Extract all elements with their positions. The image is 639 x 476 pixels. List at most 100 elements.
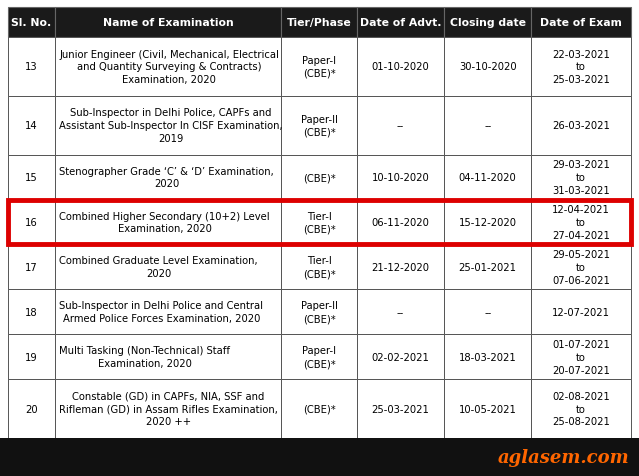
Bar: [531, 379, 631, 438]
Text: Combined Higher Secondary (10+2) Level
Examination, 2020: Combined Higher Secondary (10+2) Level E…: [59, 211, 270, 234]
Text: 12-04-2021
to
27-04-2021: 12-04-2021 to 27-04-2021: [552, 205, 610, 240]
Text: 26-03-2021: 26-03-2021: [552, 121, 610, 131]
Text: Sub-Inspector in Delhi Police and Central
Armed Police Forces Examination, 2020: Sub-Inspector in Delhi Police and Centra…: [59, 301, 263, 324]
Text: 16: 16: [25, 218, 38, 228]
Text: Paper-II
(CBE)*: Paper-II (CBE)*: [301, 301, 337, 324]
Bar: [55, 290, 281, 335]
Bar: [55, 8, 281, 38]
Text: 17: 17: [25, 262, 38, 272]
Bar: [531, 290, 631, 335]
Text: Tier-I
(CBE)*: Tier-I (CBE)*: [303, 256, 335, 278]
Bar: [531, 335, 631, 379]
Bar: [444, 335, 531, 379]
Text: Paper-I
(CBE)*: Paper-I (CBE)*: [302, 346, 336, 368]
Bar: [281, 97, 357, 155]
Bar: [357, 155, 444, 200]
Text: Multi Tasking (Non-Technical) Staff
Examination, 2020: Multi Tasking (Non-Technical) Staff Exam…: [59, 346, 230, 368]
Text: Date of Advt.: Date of Advt.: [360, 18, 442, 28]
Bar: [444, 379, 531, 438]
Text: 15: 15: [25, 173, 38, 183]
Text: 01-10-2020: 01-10-2020: [372, 62, 429, 72]
Text: --: --: [484, 307, 491, 317]
Text: 30-10-2020: 30-10-2020: [459, 62, 516, 72]
Text: 15-12-2020: 15-12-2020: [459, 218, 517, 228]
Text: Name of Examination: Name of Examination: [103, 18, 234, 28]
Text: 12-07-2021: 12-07-2021: [552, 307, 610, 317]
Text: Combined Graduate Level Examination,
2020: Combined Graduate Level Examination, 202…: [59, 256, 258, 278]
Text: Closing date: Closing date: [450, 18, 526, 28]
Bar: [444, 200, 531, 245]
Text: 18: 18: [26, 307, 38, 317]
Bar: [357, 245, 444, 290]
Bar: [357, 335, 444, 379]
Text: 10-05-2021: 10-05-2021: [459, 404, 517, 414]
Text: (CBE)*: (CBE)*: [303, 404, 335, 414]
Bar: [444, 290, 531, 335]
Bar: [55, 155, 281, 200]
Bar: [281, 245, 357, 290]
Bar: [55, 38, 281, 97]
Text: --: --: [397, 307, 404, 317]
Text: 19: 19: [25, 352, 38, 362]
Bar: [357, 97, 444, 155]
Bar: [531, 155, 631, 200]
Bar: [55, 335, 281, 379]
Bar: [444, 245, 531, 290]
Bar: [55, 245, 281, 290]
Bar: [8, 200, 631, 245]
Bar: [8, 290, 55, 335]
Bar: [531, 200, 631, 245]
Bar: [531, 38, 631, 97]
Bar: [281, 38, 357, 97]
Bar: [0, 438, 639, 476]
Bar: [357, 38, 444, 97]
Bar: [444, 155, 531, 200]
Text: Paper-I
(CBE)*: Paper-I (CBE)*: [302, 56, 336, 79]
Text: 06-11-2020: 06-11-2020: [371, 218, 429, 228]
Bar: [55, 97, 281, 155]
Bar: [8, 245, 55, 290]
Bar: [281, 290, 357, 335]
Text: 29-05-2021
to
07-06-2021: 29-05-2021 to 07-06-2021: [552, 249, 610, 285]
Text: 21-12-2020: 21-12-2020: [371, 262, 429, 272]
Bar: [357, 379, 444, 438]
Bar: [8, 8, 55, 38]
Text: Date of Exam: Date of Exam: [540, 18, 622, 28]
Bar: [281, 379, 357, 438]
Bar: [281, 335, 357, 379]
Text: 10-10-2020: 10-10-2020: [372, 173, 429, 183]
Bar: [8, 97, 55, 155]
Text: aglasem.com: aglasem.com: [497, 448, 629, 466]
Bar: [8, 38, 55, 97]
Bar: [444, 97, 531, 155]
Text: 02-02-2021: 02-02-2021: [371, 352, 429, 362]
Bar: [8, 200, 55, 245]
Text: --: --: [397, 121, 404, 131]
Text: 14: 14: [26, 121, 38, 131]
Text: 01-07-2021
to
20-07-2021: 01-07-2021 to 20-07-2021: [552, 339, 610, 375]
Bar: [8, 155, 55, 200]
Text: Paper-II
(CBE)*: Paper-II (CBE)*: [301, 115, 337, 137]
Text: 25-03-2021: 25-03-2021: [371, 404, 429, 414]
Text: Sl. No.: Sl. No.: [12, 18, 52, 28]
Bar: [8, 379, 55, 438]
Text: 29-03-2021
to
31-03-2021: 29-03-2021 to 31-03-2021: [552, 160, 610, 196]
Bar: [444, 8, 531, 38]
Bar: [55, 379, 281, 438]
Bar: [281, 200, 357, 245]
Text: Junior Engineer (Civil, Mechanical, Electrical
and Quantity Surveying & Contract: Junior Engineer (Civil, Mechanical, Elec…: [59, 50, 279, 85]
Bar: [357, 8, 444, 38]
Bar: [531, 245, 631, 290]
Bar: [531, 97, 631, 155]
Text: (CBE)*: (CBE)*: [303, 173, 335, 183]
Bar: [444, 38, 531, 97]
Text: Tier/Phase: Tier/Phase: [287, 18, 351, 28]
Text: 22-03-2021
to
25-03-2021: 22-03-2021 to 25-03-2021: [552, 50, 610, 85]
Text: 25-01-2021: 25-01-2021: [459, 262, 517, 272]
Bar: [8, 335, 55, 379]
Text: 13: 13: [26, 62, 38, 72]
Text: 04-11-2020: 04-11-2020: [459, 173, 516, 183]
Text: Stenographer Grade ‘C’ & ‘D’ Examination,
2020: Stenographer Grade ‘C’ & ‘D’ Examination…: [59, 166, 274, 189]
Text: Constable (GD) in CAPFs, NIA, SSF and
Rifleman (GD) in Assam Rifles Examination,: Constable (GD) in CAPFs, NIA, SSF and Ri…: [59, 391, 278, 426]
Text: 18-03-2021: 18-03-2021: [459, 352, 516, 362]
